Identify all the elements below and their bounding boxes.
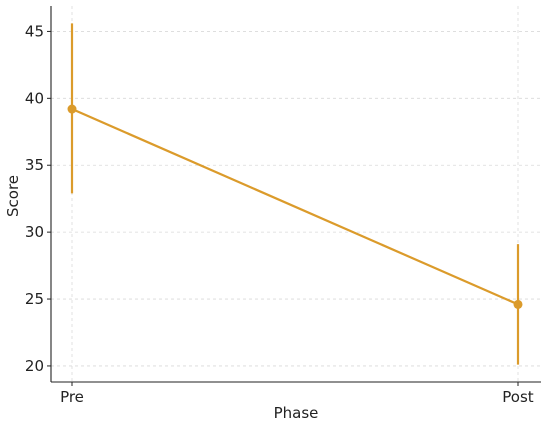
series-line [71, 108, 519, 306]
y-tick-label: 20 [25, 357, 44, 375]
x-tick-label: Pre [60, 388, 84, 406]
y-tick-label: 45 [25, 22, 44, 40]
y-tick-label: 30 [25, 223, 44, 241]
y-tick-label: 25 [25, 290, 44, 308]
axes [47, 6, 541, 386]
y-axis-title: Score [4, 175, 22, 217]
x-tick-label: Post [502, 388, 534, 406]
x-axis-title: Phase [274, 404, 319, 422]
tick-labels: 20 25 30 35 40 45 Pre Post [25, 22, 534, 406]
series-layer [67, 23, 523, 365]
data-point [513, 299, 523, 309]
y-tick-label: 40 [25, 89, 44, 107]
data-point [67, 104, 77, 114]
y-tick-label: 35 [25, 156, 44, 174]
grid-lines [51, 6, 541, 382]
